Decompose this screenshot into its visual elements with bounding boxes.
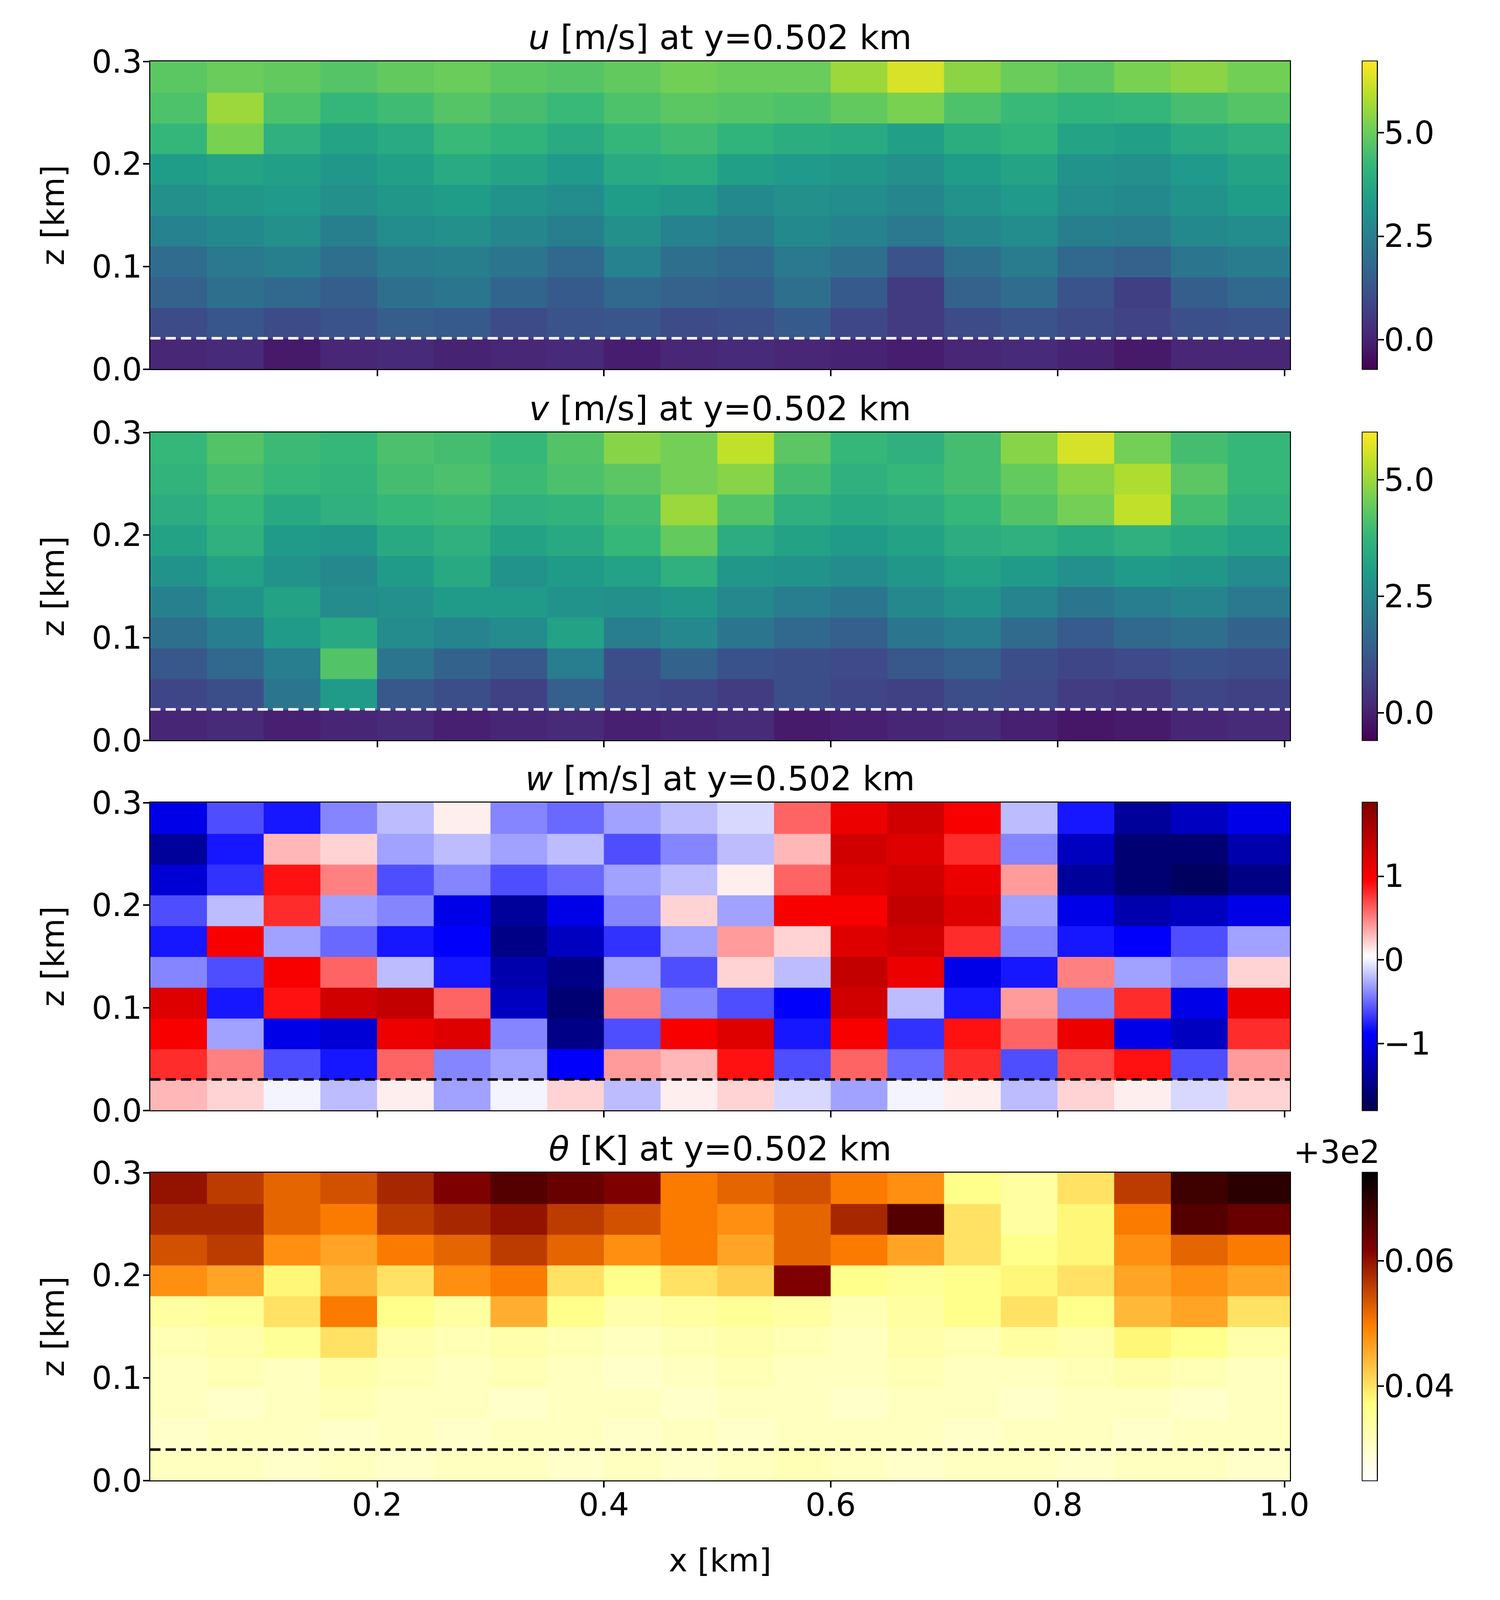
svg-text:0.8: 0.8 [1032, 1485, 1083, 1523]
svg-text:x [km]: x [km] [668, 1541, 772, 1579]
svg-text:0: 0 [1383, 940, 1404, 979]
svg-text:0.3: 0.3 [91, 413, 143, 452]
svg-text:5.0: 5.0 [1383, 113, 1435, 152]
svg-text:0.3: 0.3 [91, 42, 143, 81]
svg-text:z [km]: z [km] [34, 536, 72, 637]
svg-text:z [km]: z [km] [34, 165, 72, 266]
svg-text:1: 1 [1383, 857, 1404, 895]
svg-text:+3e2: +3e2 [1293, 1133, 1380, 1171]
svg-text:θ: θ [548, 1128, 569, 1169]
svg-text:0.6: 0.6 [805, 1485, 857, 1523]
svg-text:[m/s] at y=0.502 km: [m/s] at y=0.502 km [549, 17, 912, 58]
svg-text:0.1: 0.1 [91, 247, 143, 286]
svg-text:0.1: 0.1 [91, 1358, 143, 1397]
svg-text:0.0: 0.0 [91, 1461, 143, 1499]
svg-text:0.04: 0.04 [1383, 1367, 1455, 1405]
svg-text:0.1: 0.1 [91, 618, 143, 657]
svg-text:v: v [528, 388, 550, 429]
svg-text:0.2: 0.2 [91, 516, 143, 554]
svg-text:u: u [528, 17, 550, 58]
svg-text:0.3: 0.3 [91, 1154, 143, 1192]
svg-text:5.0: 5.0 [1383, 460, 1435, 499]
svg-text:0.1: 0.1 [91, 988, 143, 1027]
svg-text:0.2: 0.2 [351, 1485, 403, 1523]
svg-text:0.4: 0.4 [578, 1485, 630, 1523]
svg-text:w: w [525, 758, 554, 799]
svg-text:[m/s] at y=0.502 km: [m/s] at y=0.502 km [552, 758, 915, 799]
svg-text:0.0: 0.0 [1383, 320, 1435, 359]
svg-text:2.5: 2.5 [1383, 217, 1435, 255]
svg-text:0.0: 0.0 [91, 721, 143, 759]
svg-text:0.0: 0.0 [91, 1091, 143, 1129]
svg-text:0.0: 0.0 [1383, 694, 1435, 732]
svg-text:0.2: 0.2 [91, 1256, 143, 1294]
svg-text:z [km]: z [km] [34, 1276, 72, 1377]
svg-text:−1: −1 [1383, 1024, 1431, 1063]
svg-text:0.2: 0.2 [91, 886, 143, 924]
svg-text:0.2: 0.2 [91, 145, 143, 183]
svg-text:0.06: 0.06 [1383, 1241, 1455, 1280]
svg-text:[K] at y=0.502 km: [K] at y=0.502 km [569, 1128, 892, 1169]
svg-text:[m/s] at y=0.502 km: [m/s] at y=0.502 km [548, 388, 911, 429]
svg-text:0.3: 0.3 [91, 783, 143, 822]
svg-text:z [km]: z [km] [34, 906, 72, 1007]
svg-text:1.0: 1.0 [1259, 1485, 1310, 1523]
svg-text:0.0: 0.0 [91, 350, 143, 388]
svg-text:2.5: 2.5 [1383, 577, 1435, 615]
